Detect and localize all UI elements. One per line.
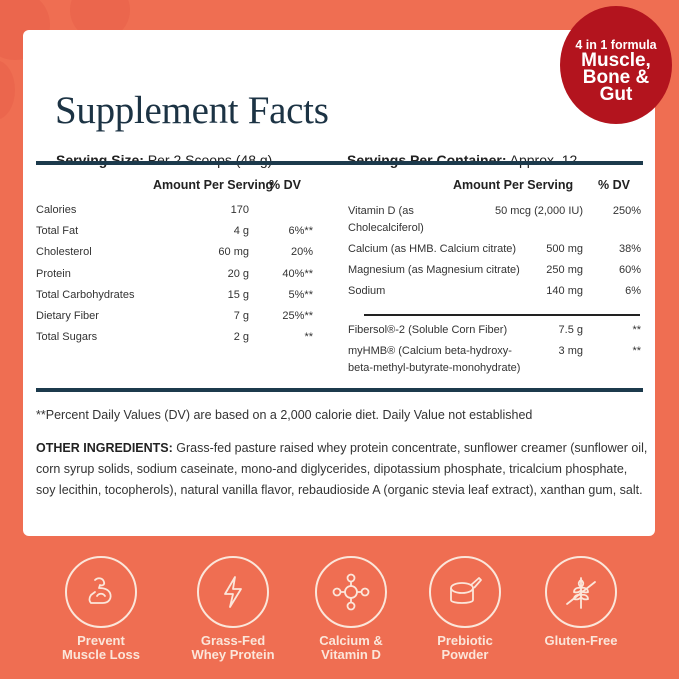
table-row-dv: **	[304, 331, 313, 343]
table-row-name: Fibersol®-2 (Soluble Corn Fiber)	[348, 324, 508, 336]
feature-grass-fed: Grass-Fed Whey Protein	[178, 556, 288, 662]
table-row-amount: 140 mg	[546, 285, 583, 297]
table-row-name: Total Carbohydrates	[36, 289, 135, 301]
table-row-dv: **	[632, 345, 641, 357]
table-row-dv: 6%**	[288, 225, 313, 237]
table-row-name: Calories	[36, 204, 77, 216]
table-row-amount: 15 g	[227, 289, 249, 301]
left-amount-header: Amount Per Serving	[153, 178, 274, 192]
table-row-amount: 20 g	[227, 268, 249, 280]
feature-muscle: Prevent Muscle Loss	[46, 556, 156, 662]
table-row-name-cont: Cholecalciferol)	[348, 222, 424, 234]
powder-scoop-icon	[429, 556, 501, 628]
table-row-dv: 20%	[290, 246, 313, 258]
table-row-name: Total Sugars	[36, 331, 98, 343]
table-row-name: Magnesium (as Magnesium citrate)	[348, 264, 520, 276]
table-row-name: Sodium	[348, 285, 386, 297]
flexed-arm-icon	[65, 556, 137, 628]
table-row-amount: 50 mcg (2,000 IU)	[494, 205, 583, 217]
formula-badge: 4 in 1 formula Muscle, Bone & Gut	[560, 6, 672, 124]
table-row-amount: 170	[230, 204, 249, 216]
table-row-name-cont: beta-methyl-butyrate-monohydrate)	[348, 362, 521, 374]
table-row-amount: 7.5 g	[558, 324, 583, 336]
table-row-amount: 60 mg	[218, 246, 249, 258]
table-row-amount: 250 mg	[546, 264, 583, 276]
right-amount-header: Amount Per Serving	[453, 178, 574, 192]
lightning-bolt-icon	[197, 556, 269, 628]
feature-gluten-free: Gluten-Free	[526, 556, 636, 648]
table-row-name: Total Fat	[36, 225, 79, 237]
top-rule	[36, 161, 643, 165]
table-row-dv: 6%	[625, 285, 641, 297]
table-row-dv: 250%	[612, 205, 641, 217]
section-divider	[364, 314, 640, 316]
other-ingredients: OTHER INGREDIENTS: Grass-fed pasture rai…	[36, 441, 648, 497]
left-dv-header: % DV	[269, 178, 301, 192]
table-row-amount: 4 g	[233, 225, 249, 237]
servings-per-container: Servings Per Container: Approx. 12	[347, 152, 578, 168]
table-row-name: myHMB® (Calcium beta-hydroxy-	[348, 345, 512, 357]
bottom-rule	[36, 388, 643, 392]
table-row-name: Protein	[36, 268, 71, 280]
table-row-dv: 60%	[618, 264, 641, 276]
table-row-amount: 3 mg	[558, 345, 583, 357]
table-row-amount: 500 mg	[546, 243, 583, 255]
table-row-name: Vitamin D (as	[348, 205, 414, 217]
table-row-dv: 5%**	[288, 289, 313, 301]
table-row-dv: **	[632, 324, 641, 336]
background-bubble	[0, 60, 15, 120]
table-row-dv: 25%**	[282, 310, 313, 322]
page-title: Supplement Facts	[55, 89, 329, 132]
table-row-dv: 40%**	[282, 268, 313, 280]
table-row-dv: 38%	[618, 243, 641, 255]
no-wheat-icon	[545, 556, 617, 628]
table-row-amount: 2 g	[233, 331, 249, 343]
table-row-name: Cholesterol	[36, 246, 92, 258]
table-row-amount: 7 g	[233, 310, 249, 322]
feature-prebiotic: Prebiotic Powder	[410, 556, 520, 662]
right-dv-header: % DV	[598, 178, 630, 192]
supplement-facts-card: Supplement Facts Serving Size: Per 2 Sco…	[23, 30, 655, 536]
serving-size: Serving Size: Per 2 Scoops (48 g)	[56, 152, 273, 168]
table-row-name: Dietary Fiber	[36, 310, 99, 322]
molecule-icon	[315, 556, 387, 628]
table-row-name: Calcium (as HMB. Calcium citrate)	[348, 243, 517, 255]
dv-footnote: **Percent Daily Values (DV) are based on…	[36, 408, 533, 422]
feature-calcium: Calcium & Vitamin D	[296, 556, 406, 662]
